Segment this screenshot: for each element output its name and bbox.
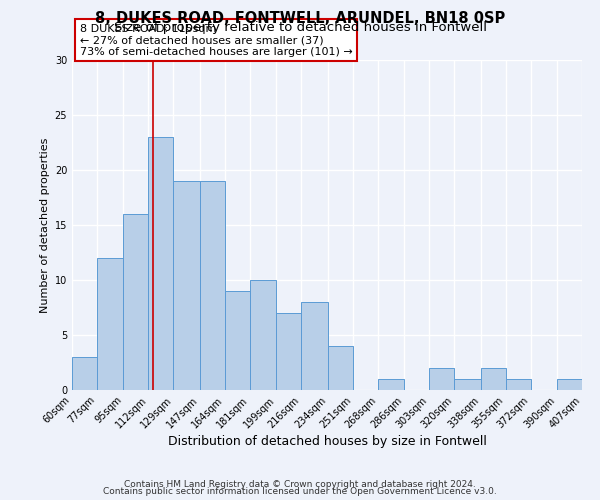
Text: Contains HM Land Registry data © Crown copyright and database right 2024.: Contains HM Land Registry data © Crown c…: [124, 480, 476, 489]
Bar: [225, 291, 250, 390]
Bar: [200, 181, 225, 390]
Bar: [557, 379, 582, 390]
Bar: [378, 379, 404, 390]
Bar: [506, 379, 530, 390]
Bar: [97, 258, 124, 390]
Bar: [148, 137, 173, 390]
Text: 8 DUKES ROAD: 115sqm
← 27% of detached houses are smaller (37)
73% of semi-detac: 8 DUKES ROAD: 115sqm ← 27% of detached h…: [80, 24, 352, 56]
Text: Contains public sector information licensed under the Open Government Licence v3: Contains public sector information licen…: [103, 487, 497, 496]
Bar: [301, 302, 328, 390]
Bar: [276, 313, 301, 390]
Bar: [454, 379, 481, 390]
X-axis label: Distribution of detached houses by size in Fontwell: Distribution of detached houses by size …: [167, 436, 487, 448]
Bar: [328, 346, 353, 390]
Text: Size of property relative to detached houses in Fontwell: Size of property relative to detached ho…: [113, 21, 487, 34]
Bar: [481, 368, 506, 390]
Bar: [429, 368, 454, 390]
Y-axis label: Number of detached properties: Number of detached properties: [40, 138, 50, 312]
Bar: [173, 181, 200, 390]
Bar: [250, 280, 276, 390]
Bar: [124, 214, 148, 390]
Bar: [72, 357, 97, 390]
Text: 8, DUKES ROAD, FONTWELL, ARUNDEL, BN18 0SP: 8, DUKES ROAD, FONTWELL, ARUNDEL, BN18 0…: [95, 11, 505, 26]
